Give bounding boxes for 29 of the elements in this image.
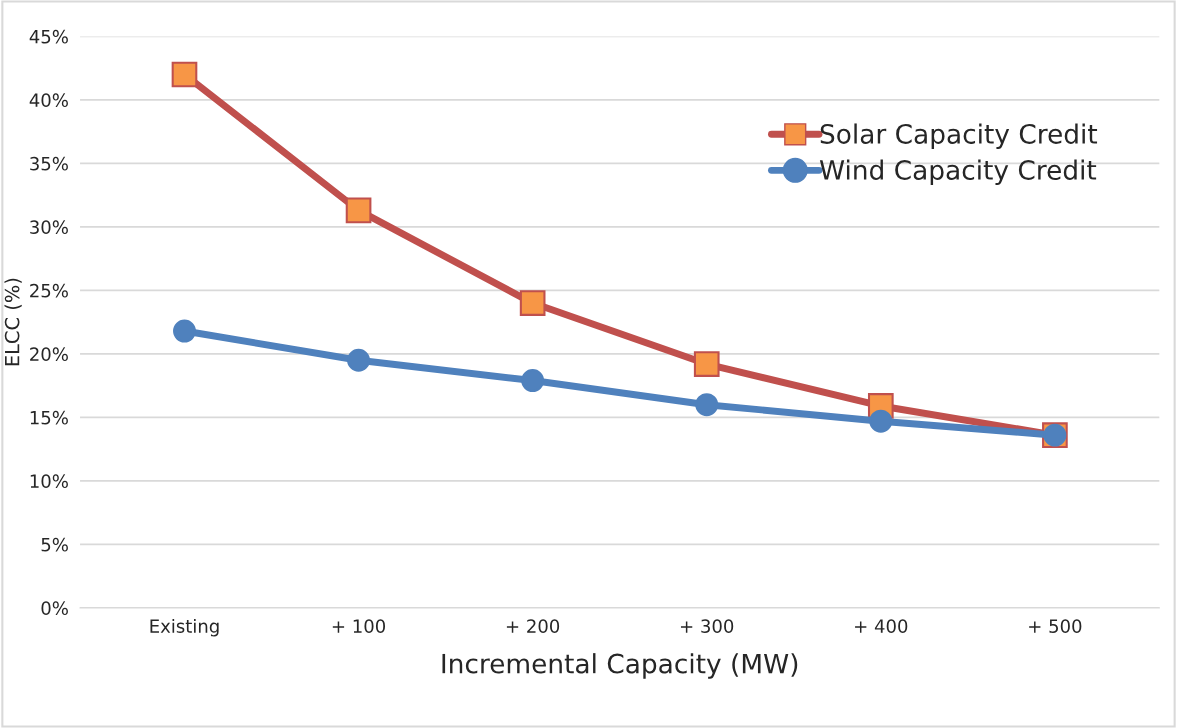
point — [347, 348, 371, 372]
x-tick-label: + 400 — [855, 619, 908, 633]
point — [171, 61, 198, 88]
x-tick-label: Existing — [150, 618, 219, 637]
point — [519, 290, 546, 316]
y-tick-label: 40% — [29, 93, 68, 108]
x-tick-label: + 100 — [332, 619, 386, 633]
legend-label: Solar Capacity Credit — [820, 123, 1098, 149]
x-tick-label: + 500 — [1029, 619, 1082, 633]
y-tick-label: 20% — [30, 347, 68, 362]
point — [693, 351, 720, 377]
legend-label: Wind Capacity Credit — [819, 159, 1097, 186]
y-tick-label: 45% — [29, 29, 68, 44]
point — [345, 197, 372, 224]
y-tick-label: 10% — [30, 474, 68, 488]
y-tick-label: 35% — [30, 156, 68, 171]
y-axis-title: ELCC (%) — [4, 278, 22, 366]
x-tick-label: + 300 — [680, 619, 734, 633]
y-tick-label: 25% — [30, 283, 68, 298]
y-tick-label: 30% — [30, 220, 68, 235]
x-tick-label: + 200 — [506, 619, 560, 633]
x-axis-title: Incremental Capacity (MW) — [442, 653, 798, 679]
point — [521, 369, 545, 393]
y-tick-label: 0% — [41, 601, 68, 615]
point — [695, 393, 719, 417]
y-tick-label: 15% — [30, 410, 68, 425]
point — [869, 409, 893, 433]
point — [173, 319, 196, 343]
y-tick-label: 5% — [41, 537, 68, 552]
